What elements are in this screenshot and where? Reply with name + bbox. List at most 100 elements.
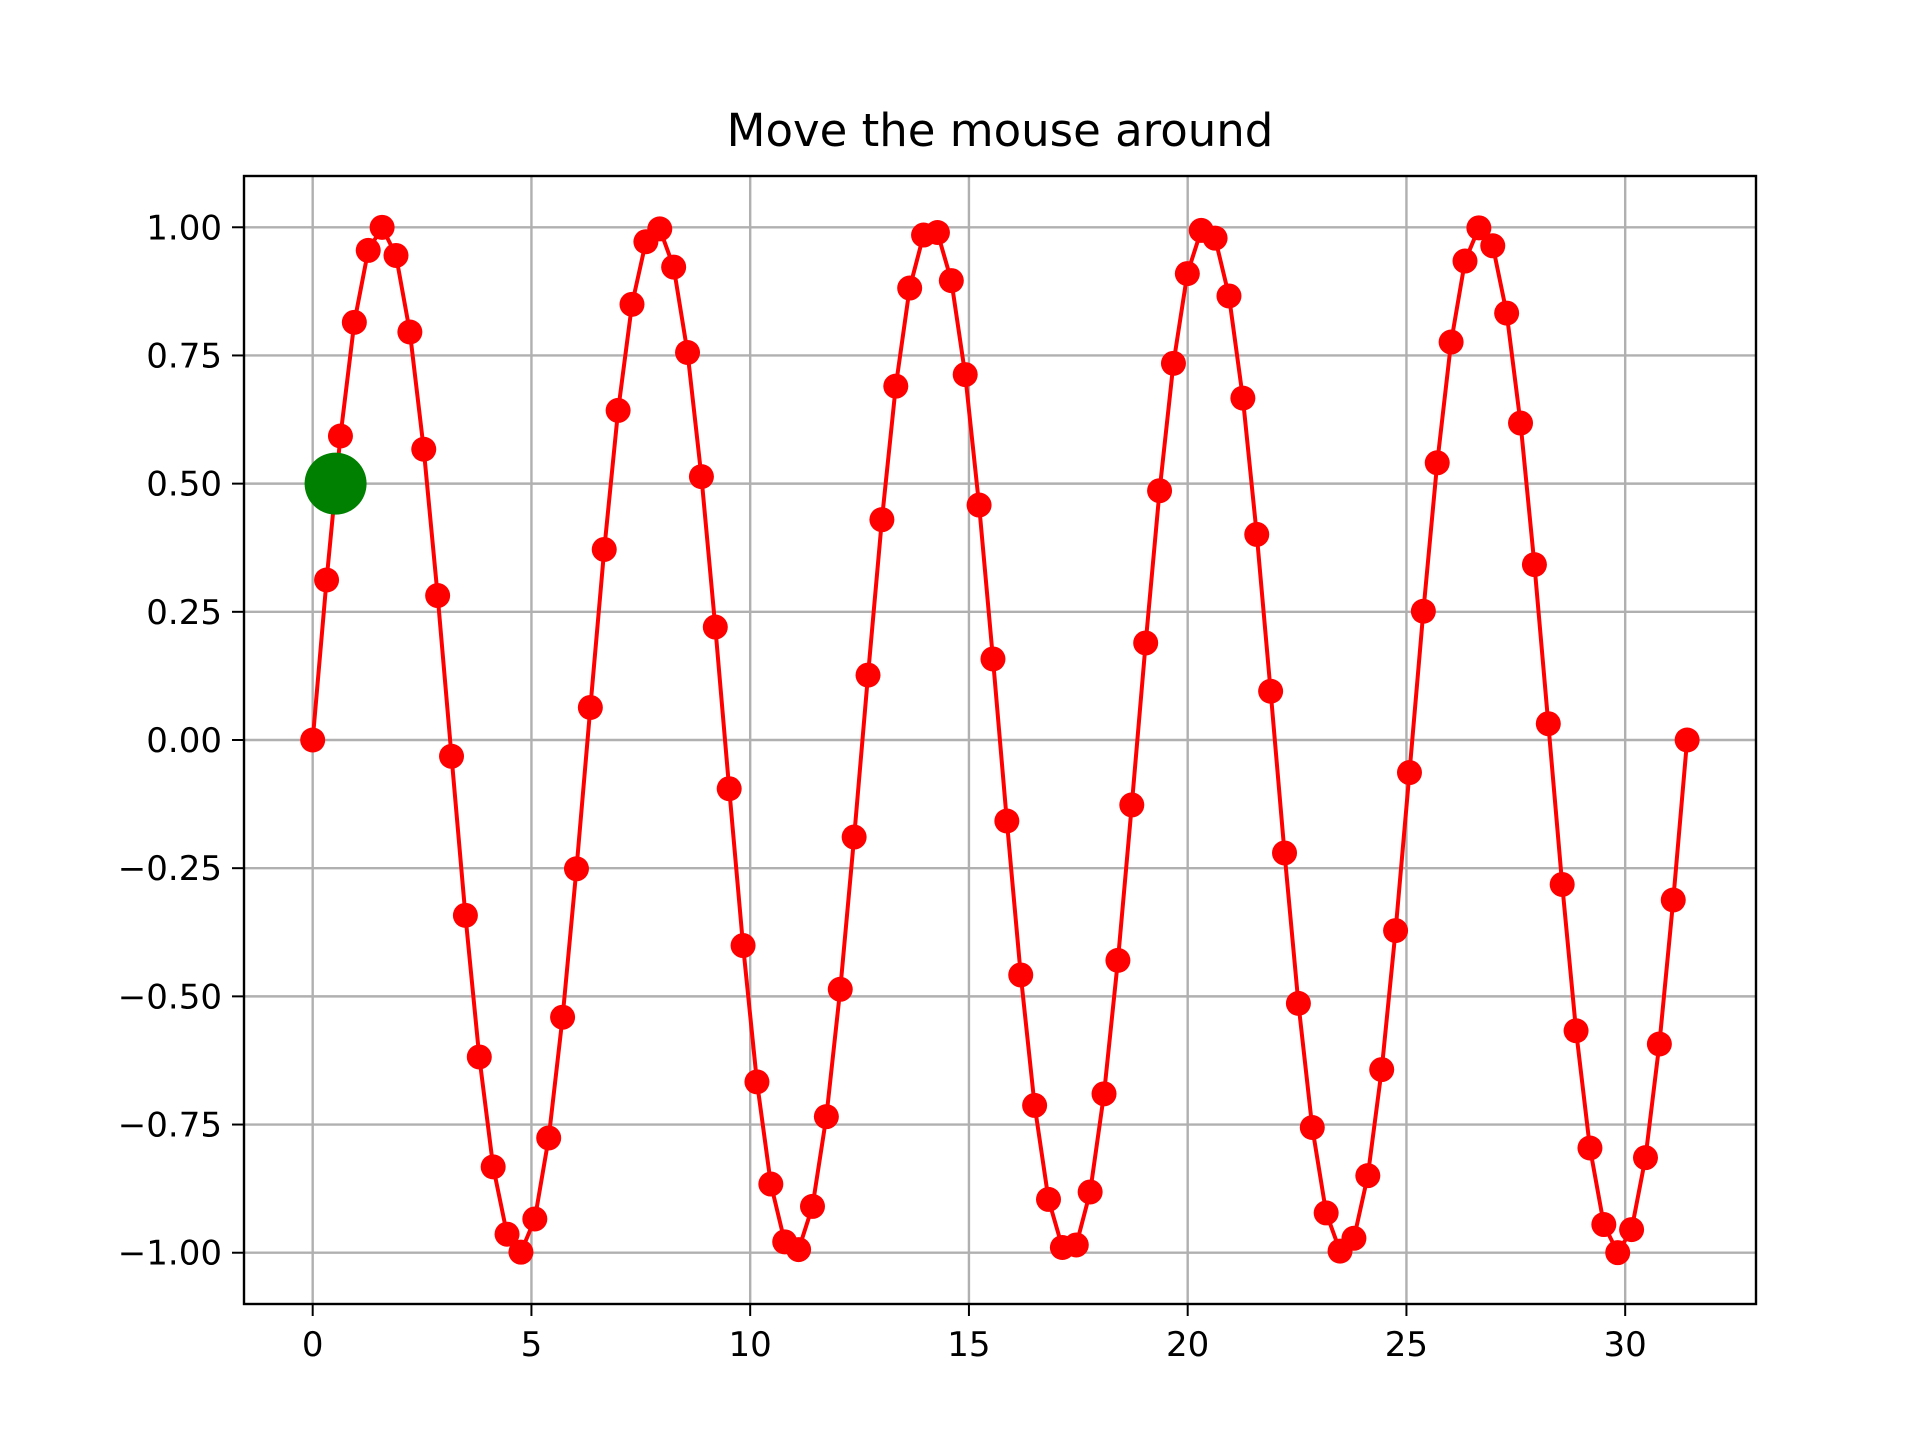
x-tick-label: 0 [302, 1325, 324, 1365]
data-point [730, 933, 756, 959]
y-tick-label: 0.25 [146, 593, 222, 633]
data-point [897, 275, 923, 301]
data-point [480, 1154, 506, 1180]
data-point [1508, 410, 1534, 436]
data-point [411, 436, 437, 462]
data-point [813, 1104, 839, 1130]
data-point [883, 373, 909, 399]
y-tick-label: −0.75 [118, 1106, 222, 1146]
data-point [494, 1221, 520, 1247]
data-point [1202, 225, 1228, 251]
data-point [1674, 727, 1700, 753]
data-point [355, 237, 381, 263]
x-tick-label: 5 [521, 1325, 543, 1365]
data-point [508, 1239, 534, 1265]
data-point [1369, 1057, 1395, 1083]
data-point [314, 567, 340, 593]
data-point [980, 646, 1006, 672]
data-point [536, 1125, 562, 1151]
data-point [425, 583, 451, 609]
data-point [869, 507, 895, 533]
data-point [1216, 283, 1242, 309]
data-point [1466, 215, 1492, 241]
x-tick-label: 15 [947, 1325, 990, 1365]
x-axis: 0 5 10 15 20 25 30 [302, 1304, 1647, 1365]
data-point [1438, 329, 1464, 355]
data-point [786, 1237, 812, 1263]
data-point [1272, 840, 1298, 866]
data-point [1160, 350, 1186, 376]
data-point [1174, 261, 1200, 287]
data-point [1036, 1186, 1061, 1212]
data-point [827, 976, 853, 1002]
data-point [966, 492, 992, 518]
data-point [327, 423, 353, 449]
data-point [1258, 678, 1284, 704]
data-point [563, 856, 589, 882]
data-point [1022, 1092, 1048, 1118]
data-point [744, 1069, 770, 1095]
data-point [1632, 1145, 1658, 1171]
data-point [758, 1171, 784, 1197]
data-point [924, 219, 950, 245]
data-point [452, 902, 478, 928]
series-line [310, 223, 1690, 1257]
data-point [938, 268, 964, 294]
data-point [716, 776, 742, 802]
data-point [661, 254, 687, 280]
data-point [1299, 1114, 1325, 1140]
data-point [1424, 450, 1450, 476]
x-tick-label: 25 [1385, 1325, 1428, 1365]
data-point [383, 242, 409, 268]
data-point [1063, 1232, 1089, 1258]
data-point [522, 1206, 548, 1232]
data-point [1244, 521, 1270, 547]
data-point [688, 464, 714, 490]
y-tick-label: 1.00 [146, 208, 222, 248]
y-tick-label: 0.00 [146, 721, 222, 761]
data-point [605, 397, 631, 423]
x-tick-label: 10 [729, 1325, 772, 1365]
data-point [1660, 887, 1686, 913]
y-tick-label: −1.00 [118, 1234, 222, 1274]
data-point [1452, 248, 1478, 274]
cursor-marker[interactable] [304, 452, 367, 515]
highlight-layer[interactable] [304, 452, 367, 515]
data-point [841, 824, 867, 850]
data-point [466, 1044, 492, 1070]
data-point [1494, 300, 1520, 326]
series [300, 214, 1700, 1266]
data-point [952, 362, 978, 388]
data-point [397, 319, 423, 345]
y-tick-label: −0.25 [118, 849, 222, 889]
data-point [994, 808, 1020, 834]
data-point [619, 291, 645, 317]
data-point [1521, 552, 1547, 578]
data-point [1105, 947, 1131, 973]
data-point [1577, 1135, 1603, 1161]
data-point [439, 743, 465, 769]
data-point [1619, 1217, 1645, 1243]
data-point [702, 614, 728, 640]
data-point [1410, 598, 1436, 624]
data-point [675, 340, 701, 365]
data-point [1605, 1240, 1631, 1266]
data-point [1091, 1081, 1117, 1107]
data-point [1133, 630, 1159, 656]
data-point [1480, 233, 1506, 259]
x-tick-label: 30 [1604, 1325, 1647, 1365]
data-point [1147, 478, 1173, 504]
data-point [1535, 711, 1561, 737]
chart-title: Move the mouse around [727, 104, 1274, 157]
data-point [1285, 990, 1311, 1016]
data-point [1355, 1163, 1381, 1189]
data-point [1549, 871, 1575, 897]
data-point [1008, 962, 1034, 988]
data-point [1646, 1031, 1672, 1057]
data-point [799, 1193, 825, 1219]
x-tick-label: 20 [1166, 1325, 1209, 1365]
data-point [647, 216, 673, 242]
data-point [855, 662, 881, 688]
y-tick-label: 0.50 [146, 465, 222, 505]
